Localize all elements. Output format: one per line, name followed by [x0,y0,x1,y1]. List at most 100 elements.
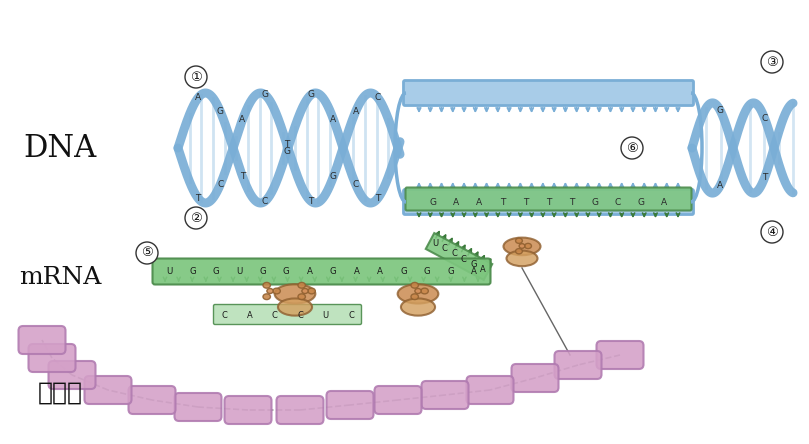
FancyBboxPatch shape [84,376,132,404]
Ellipse shape [273,288,281,294]
Text: C: C [272,310,277,320]
Ellipse shape [267,289,273,293]
Text: G: G [424,266,430,275]
Ellipse shape [278,298,312,316]
Text: ①: ① [190,71,202,83]
Text: C: C [442,244,447,253]
Text: G: G [261,90,268,99]
Ellipse shape [263,294,270,300]
Text: T: T [762,173,768,182]
Text: G: G [189,266,196,275]
Text: G: G [260,266,266,275]
Text: C: C [217,180,223,189]
FancyBboxPatch shape [153,258,490,285]
Text: G: G [637,198,645,206]
Text: G: G [307,90,315,99]
Text: T: T [546,198,551,206]
Ellipse shape [401,298,435,316]
FancyBboxPatch shape [327,391,374,419]
Text: A: A [718,181,723,190]
Text: G: G [447,266,454,275]
Ellipse shape [503,238,540,255]
Ellipse shape [411,282,418,288]
Text: G: G [213,266,219,275]
Text: A: A [247,310,252,320]
FancyBboxPatch shape [554,351,602,379]
FancyBboxPatch shape [511,364,558,392]
Text: A: A [195,94,201,103]
Text: T: T [195,194,201,202]
Circle shape [185,66,207,88]
FancyBboxPatch shape [225,396,272,424]
Ellipse shape [421,288,428,294]
Text: T: T [284,140,290,149]
Polygon shape [426,233,492,280]
Text: G: G [283,147,290,156]
FancyBboxPatch shape [596,341,643,369]
Text: ⑤: ⑤ [141,246,153,259]
Ellipse shape [308,288,316,294]
Text: T: T [500,198,505,206]
FancyBboxPatch shape [277,396,324,424]
Text: C: C [461,254,467,264]
Text: C: C [348,310,354,320]
Text: ⑥: ⑥ [626,142,638,155]
Circle shape [761,221,783,243]
Ellipse shape [298,282,306,288]
Text: mRNA: mRNA [19,266,101,289]
Text: G: G [717,106,724,115]
Text: G: G [591,198,598,206]
Text: ②: ② [190,211,202,225]
FancyBboxPatch shape [19,326,66,354]
FancyBboxPatch shape [214,305,362,325]
Text: A: A [330,115,337,124]
Ellipse shape [515,249,523,254]
Text: G: G [217,107,223,116]
Text: T: T [569,198,574,206]
Ellipse shape [274,284,316,304]
Circle shape [136,242,158,264]
Text: G: G [470,260,477,269]
FancyBboxPatch shape [405,187,692,210]
Ellipse shape [298,294,306,300]
Ellipse shape [506,250,537,266]
Text: C: C [451,250,457,258]
Text: G: G [330,266,337,275]
Ellipse shape [411,294,418,300]
FancyBboxPatch shape [375,386,421,414]
Text: A: A [477,198,482,206]
Ellipse shape [515,238,523,243]
Text: C: C [761,114,768,123]
Text: G: G [430,198,437,206]
Text: A: A [239,115,245,124]
Text: C: C [221,310,227,320]
Text: C: C [353,180,358,189]
Text: C: C [261,197,268,206]
FancyBboxPatch shape [49,361,95,389]
Text: ④: ④ [766,226,778,238]
Text: U: U [236,266,243,275]
Text: A: A [471,266,477,275]
Text: A: A [661,198,667,206]
Text: A: A [353,107,358,116]
Text: U: U [166,266,172,275]
Text: U: U [323,310,328,320]
Text: DNA: DNA [23,132,96,163]
FancyBboxPatch shape [404,190,693,214]
Text: A: A [307,266,313,275]
Text: A: A [377,266,383,275]
FancyBboxPatch shape [421,381,468,409]
FancyBboxPatch shape [404,80,693,106]
Circle shape [185,207,207,229]
Ellipse shape [415,289,421,293]
Text: T: T [375,194,380,203]
Text: T: T [308,197,314,206]
Text: A: A [354,266,360,275]
Circle shape [621,137,643,159]
Ellipse shape [398,284,438,304]
Text: G: G [330,172,337,181]
Text: A: A [481,265,486,274]
Ellipse shape [519,244,525,248]
Text: T: T [239,171,245,181]
Text: A: A [453,198,460,206]
